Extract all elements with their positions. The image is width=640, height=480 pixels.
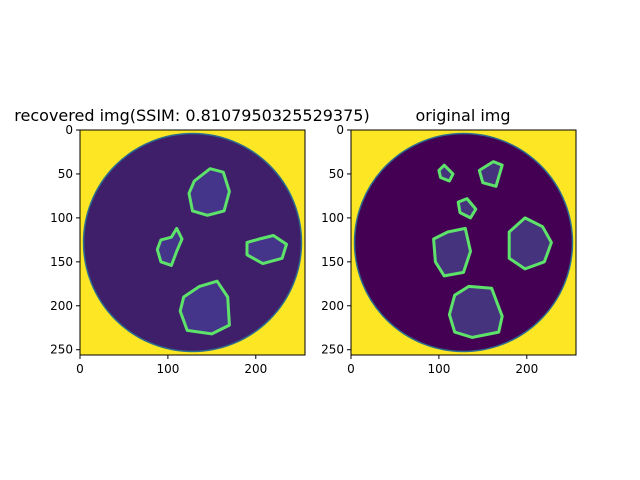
original-y-tick-label: 250 <box>321 343 344 357</box>
original-x-tick-label: 100 <box>427 362 450 376</box>
original-blob-right <box>507 216 553 271</box>
recovered-image-panel: recovered img(SSIM: 0.8107950325529375) … <box>14 106 369 376</box>
original-y-tick-label: 50 <box>329 167 344 181</box>
recovered-image-title: recovered img(SSIM: 0.8107950325529375) <box>14 106 369 125</box>
recovered-y-tick-label: 150 <box>50 255 73 269</box>
original-y-tick-label: 150 <box>321 255 344 269</box>
recovered-x-tick-label: 100 <box>156 362 179 376</box>
recovered-y-tick-label: 100 <box>50 211 73 225</box>
recovered-image-frame <box>79 129 306 356</box>
original-y-tick-label: 200 <box>321 299 344 313</box>
recovered-y-tick-label: 250 <box>50 343 73 357</box>
original-blob-top-right <box>477 160 504 188</box>
recovered-image <box>80 130 305 355</box>
recovered-y-tick-label: 0 <box>65 123 73 137</box>
recovered-blob-lower <box>178 279 231 336</box>
original-blob-left <box>432 226 472 278</box>
original-image-panel: original img 0 100 200 0 50 100 150 200 250 <box>321 106 577 376</box>
original-y-tick-label: 100 <box>321 211 344 225</box>
original-image-axes: 0 100 200 0 50 100 150 200 250 <box>321 123 538 376</box>
original-image-title: original img <box>415 106 510 125</box>
recovered-disc <box>82 132 303 353</box>
original-image-frame <box>350 129 577 356</box>
original-x-tick-label: 200 <box>515 362 538 376</box>
original-image <box>351 130 576 355</box>
recovered-x-tick-label: 0 <box>76 362 84 376</box>
original-blob-small-mid <box>456 197 478 220</box>
recovered-image-axes: 0 100 200 0 50 100 150 200 250 <box>50 123 267 376</box>
original-y-tick-label: 0 <box>336 123 344 137</box>
original-blob-lower <box>447 284 504 339</box>
recovered-blob-right <box>245 234 288 266</box>
original-x-tick-label: 0 <box>347 362 355 376</box>
recovered-blob-upper <box>187 167 231 217</box>
recovered-x-tick-label: 200 <box>244 362 267 376</box>
recovered-y-tick-label: 200 <box>50 299 73 313</box>
original-blob-tiny-left <box>437 163 455 183</box>
recovered-y-tick-label: 50 <box>58 167 73 181</box>
recovered-blob-left <box>155 226 184 267</box>
